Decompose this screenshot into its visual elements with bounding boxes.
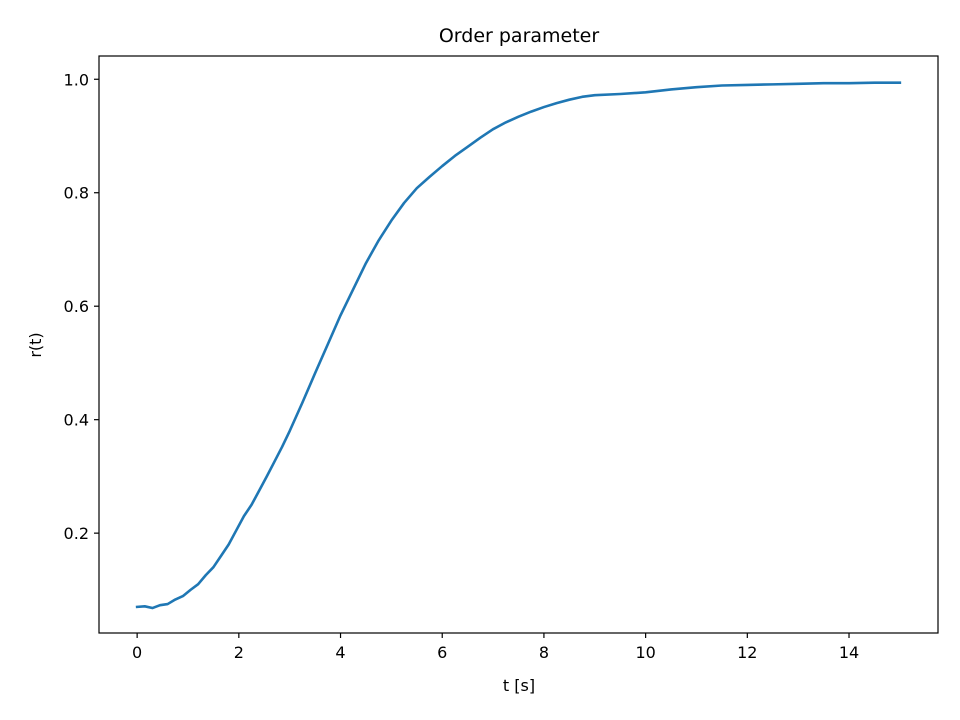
x-axis-label: t [s]: [503, 676, 535, 695]
plot-area-frame: [98, 55, 939, 634]
x-tick-label: 10: [635, 643, 655, 662]
y-axis-label: r(t): [26, 332, 45, 357]
y-tick-label: 1.0: [64, 70, 89, 89]
series-layer: [135, 81, 902, 610]
x-tick-label: 8: [539, 643, 549, 662]
x-tick-label: 2: [234, 643, 244, 662]
y-tick-label: 0.4: [64, 411, 89, 430]
chart-title: Order parameter: [439, 25, 600, 47]
x-tick-label: 0: [132, 643, 142, 662]
series-line: [135, 81, 902, 610]
y-tick-label: 0.2: [64, 524, 89, 543]
x-axis-ticks: 0 2 4 6 8 10 12 14: [132, 633, 859, 662]
y-tick-label: 0.6: [64, 297, 89, 316]
x-tick-label: 12: [737, 643, 757, 662]
y-tick-label: 0.8: [64, 184, 89, 203]
y-axis-ticks: 0.2 0.4 0.6 0.8 1.0: [64, 70, 99, 543]
x-tick-label: 14: [839, 643, 859, 662]
x-tick-label: 4: [335, 643, 345, 662]
x-tick-label: 6: [437, 643, 447, 662]
